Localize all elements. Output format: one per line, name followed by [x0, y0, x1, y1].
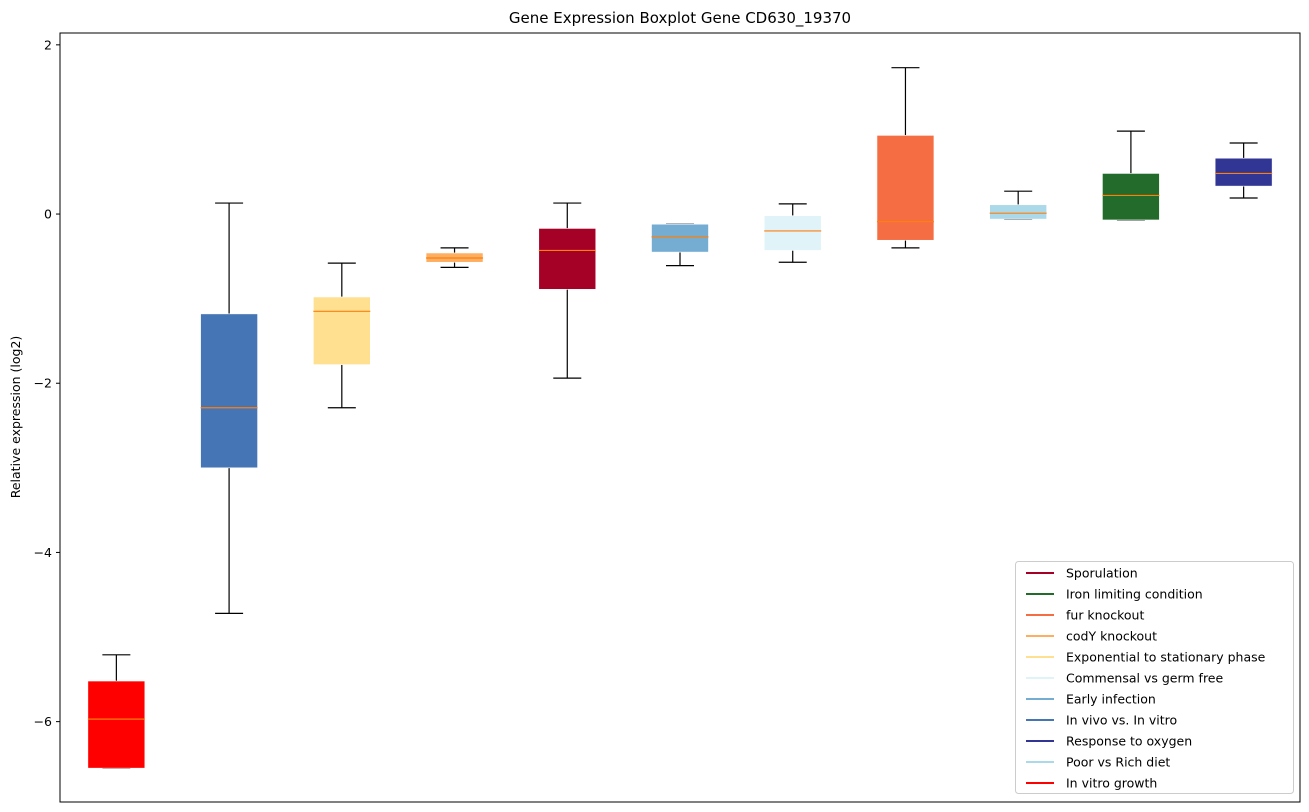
legend-frame — [1015, 561, 1294, 794]
legend-label: Commensal vs germ free — [1066, 671, 1223, 686]
y-tick-label: −6 — [34, 714, 52, 729]
box-body — [1102, 173, 1160, 221]
y-tick-label: −4 — [34, 545, 52, 560]
box-4 — [538, 202, 597, 379]
box-10 — [1214, 142, 1273, 199]
box-7 — [876, 67, 935, 249]
box-8 — [989, 190, 1047, 220]
legend-label: Iron limiting condition — [1066, 587, 1203, 602]
legend-label: Exponential to stationary phase — [1066, 650, 1266, 665]
legend-label: In vivo vs. In vitro — [1066, 713, 1177, 728]
box-body — [87, 680, 146, 769]
box-body — [763, 215, 822, 251]
y-tick-label: 2 — [44, 37, 52, 52]
y-axis-label: Relative expression (log2) — [8, 336, 23, 499]
box-body — [651, 223, 709, 253]
box-body — [313, 296, 371, 365]
legend-label: In vitro growth — [1066, 776, 1157, 791]
legend: Sporulation Iron limiting condition fur kn… — [1015, 561, 1294, 794]
box-3 — [425, 247, 484, 268]
box-0 — [87, 654, 146, 769]
chart-title: Gene Expression Boxplot Gene CD630_19370 — [509, 9, 851, 28]
legend-label: Sporulation — [1066, 566, 1138, 581]
plot-frame — [59, 32, 1301, 803]
legend-label: Early infection — [1066, 692, 1156, 707]
box-body — [989, 204, 1047, 220]
box-6 — [763, 203, 822, 263]
legend-label: codY knockout — [1066, 629, 1157, 644]
box-body — [1214, 157, 1273, 187]
box-2 — [313, 262, 371, 409]
box-body — [538, 228, 597, 290]
box-5 — [651, 223, 709, 267]
y-tick-label: 0 — [44, 207, 52, 222]
box-1 — [200, 202, 258, 614]
legend-label: fur knockout — [1066, 608, 1144, 623]
box-9 — [1102, 130, 1160, 221]
y-tick-label: −2 — [34, 376, 52, 391]
box-body — [876, 135, 935, 241]
legend-label: Poor vs Rich diet — [1066, 755, 1170, 770]
legend-label: Response to oxygen — [1066, 734, 1192, 749]
box-body — [200, 313, 258, 469]
y-axis: 2 0 −2 −4 −6 — [34, 37, 60, 729]
